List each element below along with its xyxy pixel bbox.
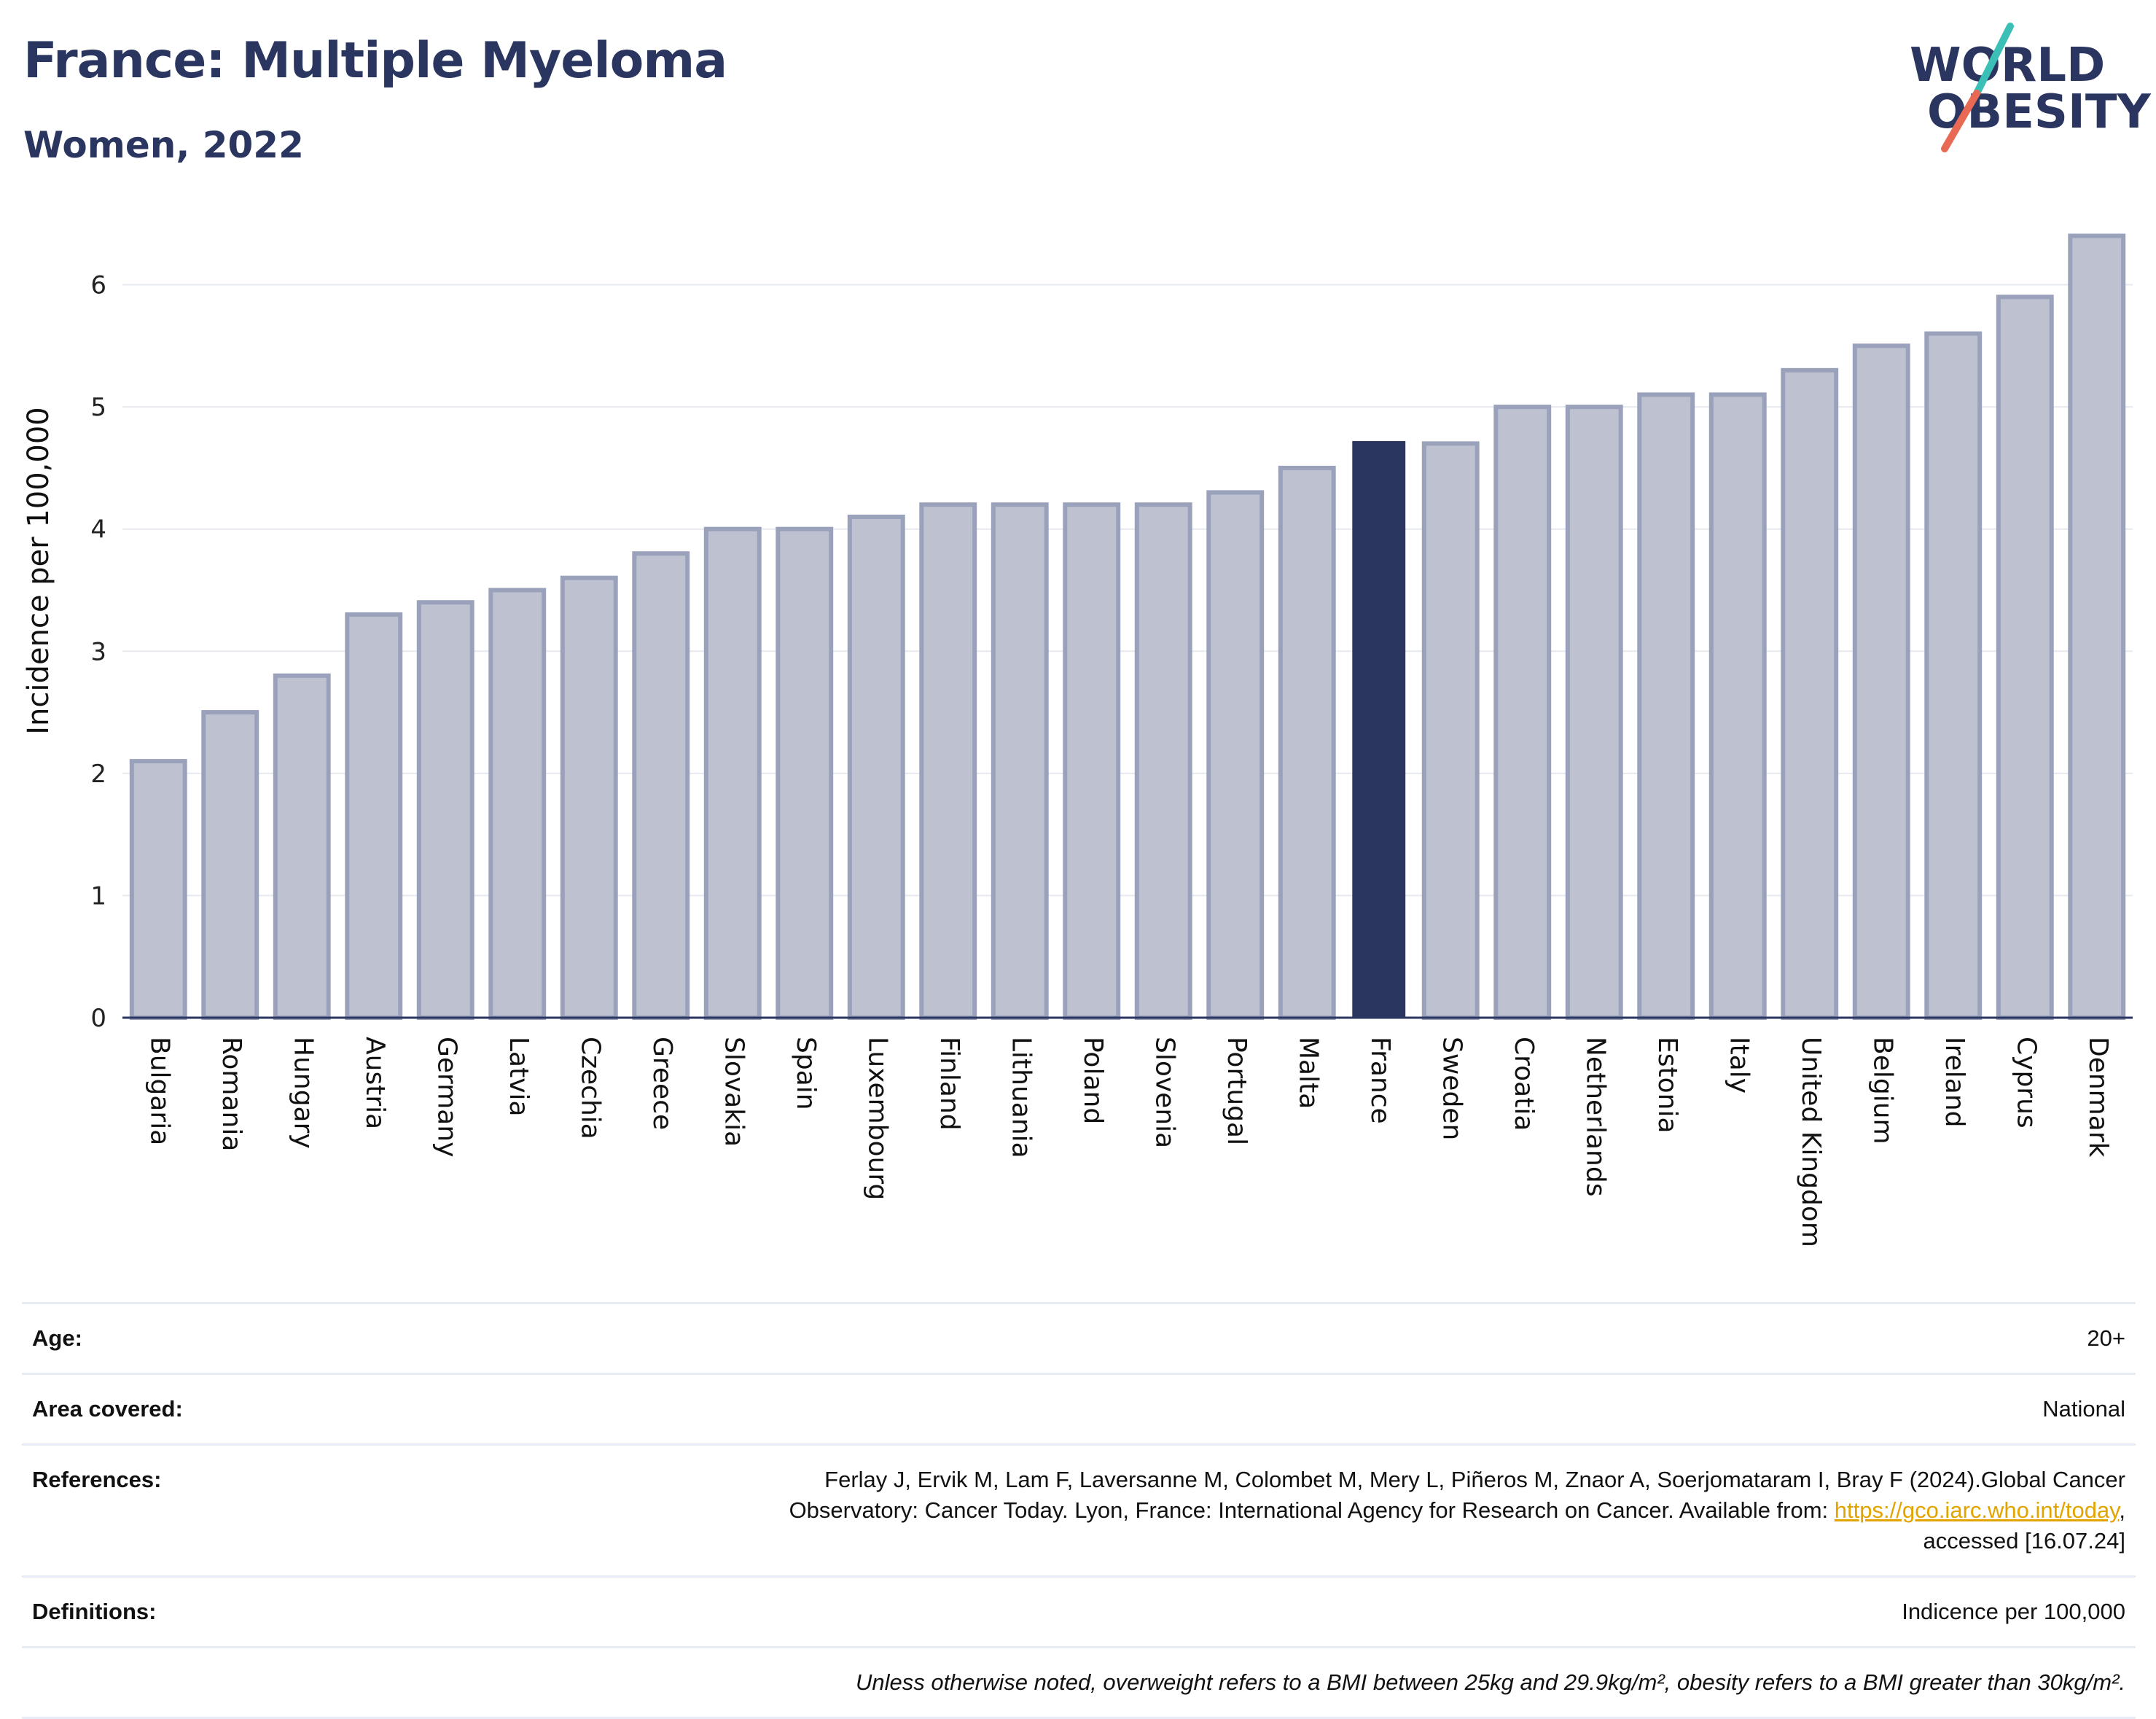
bar-netherlands <box>1565 405 1623 1020</box>
bar-lithuania <box>991 502 1049 1020</box>
bar-italy <box>1708 392 1767 1020</box>
bar-greece <box>632 551 690 1020</box>
bar-bulgaria <box>129 759 187 1021</box>
x-tick-label: Netherlands <box>1580 1037 1610 1196</box>
x-tick-label: Bulgaria <box>144 1037 174 1145</box>
x-tick-label: Austria <box>360 1037 390 1129</box>
x-tick-label: Spain <box>791 1037 821 1110</box>
bar-finland <box>919 502 977 1020</box>
world-obesity-logo: WORLD OBESITY <box>1895 20 2151 159</box>
area-value: National <box>2042 1396 2125 1422</box>
bar-poland <box>1063 502 1121 1020</box>
page-title: France: Multiple Myeloma <box>23 32 727 90</box>
x-tick-label: Italy <box>1724 1037 1754 1094</box>
x-tick-label: Malta <box>1293 1037 1323 1109</box>
info-row-definitions: Definitions: Indicence per 100,000 <box>22 1575 2136 1646</box>
info-row-note: Unless otherwise noted, overweight refer… <box>22 1646 2136 1719</box>
bar-chart: 0 1 2 3 4 5 6 Bulgaria Romania Hungary Austria Germ… <box>22 233 2133 1247</box>
x-tick-label: Poland <box>1078 1037 1108 1124</box>
references-text-1: Ferlay J, Ervik M, Lam F, Laversanne M, … <box>824 1467 2125 1492</box>
bar-ireland <box>1924 331 1983 1020</box>
bar-denmark <box>2068 233 2126 1020</box>
bar-france <box>1352 441 1406 1018</box>
x-tick-label: Belgium <box>1867 1037 1897 1145</box>
x-tick-label: United Kingdom <box>1796 1037 1826 1247</box>
bar-estonia <box>1637 392 1695 1020</box>
bar-romania <box>201 710 259 1020</box>
bar-belgium <box>1852 343 1910 1021</box>
x-tick-label: Slovenia <box>1149 1037 1179 1148</box>
info-row-references: References: Ferlay J, Ervik M, Lam F, La… <box>22 1443 2136 1575</box>
references-label: References: <box>32 1467 162 1492</box>
x-tick-label: Croatia <box>1509 1037 1539 1131</box>
references-text-4: accessed [16.07.24] <box>1923 1528 2125 1554</box>
bar-sweden <box>1421 441 1480 1020</box>
definitions-label: Definitions: <box>32 1599 157 1624</box>
info-table: Age: 20+ Area covered: National Referenc… <box>22 1302 2136 1719</box>
x-tick-label: Slovakia <box>719 1037 749 1147</box>
bar-croatia <box>1493 405 1552 1020</box>
y-axis-title: Incidence per 100,000 <box>22 407 55 735</box>
bar-latvia <box>488 588 547 1020</box>
bar-cyprus <box>1996 295 2054 1020</box>
bar-slovenia <box>1134 502 1192 1020</box>
y-tick-label: 2 <box>90 760 106 789</box>
area-label: Area covered: <box>32 1396 183 1422</box>
x-tick-label: Lithuania <box>1006 1037 1036 1158</box>
x-tick-label: Germany <box>431 1037 461 1157</box>
x-tick-label: Latvia <box>504 1037 534 1117</box>
references-value: Ferlay J, Ervik M, Lam F, Laversanne M, … <box>789 1465 2125 1556</box>
references-text-3: , <box>2119 1497 2125 1523</box>
y-tick-label: 0 <box>90 1004 106 1033</box>
x-tick-label: Luxembourg <box>862 1037 892 1200</box>
references-link[interactable]: https://gco.iarc.who.int/today <box>1834 1497 2120 1523</box>
x-tick-label: Finland <box>934 1037 964 1131</box>
page-subtitle: Women, 2022 <box>23 124 304 166</box>
age-label: Age: <box>32 1325 82 1351</box>
x-tick-label: Greece <box>647 1037 677 1130</box>
y-tick-label: 5 <box>90 393 106 422</box>
bar-spain <box>776 526 834 1020</box>
x-tick-label: Portugal <box>1222 1037 1251 1145</box>
bar-germany <box>416 600 474 1020</box>
y-tick-label: 3 <box>90 637 106 666</box>
bar-portugal <box>1206 490 1265 1020</box>
x-tick-label: Ireland <box>1940 1037 1969 1128</box>
bar-slovakia <box>703 526 762 1020</box>
x-tick-label: Sweden <box>1437 1037 1466 1140</box>
logo-slash-icon <box>1941 23 2014 152</box>
bar-czechia <box>560 575 618 1020</box>
definitions-value: Indicence per 100,000 <box>1902 1599 2125 1624</box>
x-tick-label: Romania <box>216 1037 246 1151</box>
x-tick-label: France <box>1365 1037 1395 1124</box>
y-tick-label: 1 <box>90 881 106 911</box>
bmi-note: Unless otherwise noted, overweight refer… <box>855 1669 2125 1695</box>
bar-luxembourg <box>847 514 905 1020</box>
bar-malta <box>1278 465 1336 1020</box>
age-value: 20+ <box>2087 1325 2125 1351</box>
info-row-age: Age: 20+ <box>22 1302 2136 1373</box>
logo-word-world: WORLD <box>1910 39 2106 93</box>
y-tick-label: 6 <box>90 271 106 300</box>
bar-united-kingdom <box>1781 367 1839 1020</box>
x-tick-label: Hungary <box>288 1037 318 1149</box>
y-tick-label: 4 <box>90 515 106 545</box>
x-tick-label: Cyprus <box>2011 1037 2041 1129</box>
bar-austria <box>345 612 403 1020</box>
info-row-area: Area covered: National <box>22 1373 2136 1443</box>
x-tick-label: Czechia <box>575 1037 605 1139</box>
x-tick-label: Denmark <box>2083 1037 2113 1158</box>
bar-hungary <box>273 673 331 1021</box>
x-tick-label: Estonia <box>1652 1037 1682 1134</box>
references-text-2: Observatory: Cancer Today. Lyon, France:… <box>789 1497 1835 1523</box>
